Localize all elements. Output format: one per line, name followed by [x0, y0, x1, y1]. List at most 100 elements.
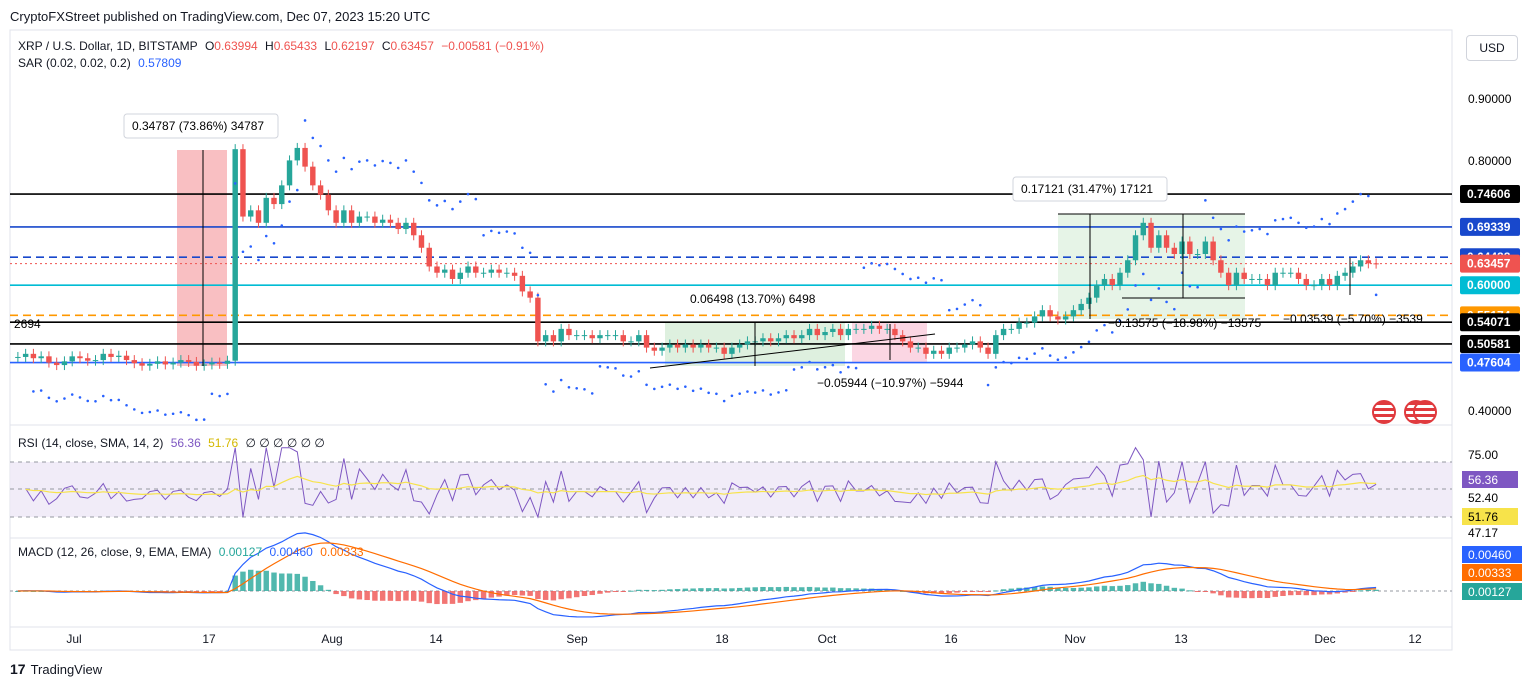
sar-dot — [1304, 226, 1308, 230]
candle-body — [232, 149, 238, 361]
macd-hist-bar — [504, 591, 510, 596]
candle-body — [682, 344, 689, 348]
macd-line-value: 0.00460 — [1468, 548, 1512, 562]
candle-body — [954, 347, 960, 349]
candle-body — [263, 197, 269, 223]
candle-body — [123, 355, 130, 361]
macd-hist-bar — [372, 591, 378, 601]
sar-dot — [924, 281, 928, 285]
sar-dot — [645, 383, 648, 387]
macd-hist-bar — [248, 569, 254, 591]
candle-body — [1319, 278, 1325, 286]
candle-body — [1202, 241, 1209, 254]
candle-body — [527, 291, 533, 298]
annotation-sep: 0.06498 (13.70%) 6498 — [690, 292, 816, 306]
macd-hist-bar — [480, 591, 487, 599]
macd-hist-bar — [1187, 590, 1193, 592]
macd-hist-bar — [403, 591, 409, 601]
candle-body — [379, 219, 386, 223]
sar-dot — [660, 385, 664, 389]
candle-body — [294, 147, 301, 161]
us-flag-icon-3[interactable] — [1413, 400, 1437, 424]
rsi-sma-legend-value: 51.76 — [208, 436, 239, 450]
sar-dot — [1095, 329, 1099, 332]
tradingview-logo[interactable]: 17 TradingView — [10, 661, 102, 677]
horizontal-levels — [10, 193, 1452, 364]
sar-dot — [396, 166, 400, 170]
candle-body — [310, 166, 316, 186]
sar-dot — [1374, 293, 1378, 297]
sar-dot — [78, 396, 82, 399]
macd-hist-bar — [387, 591, 394, 601]
candle-body — [46, 356, 52, 363]
macd-hist-bar — [1334, 591, 1341, 594]
sar-dot — [365, 159, 369, 162]
rsi-tick-47: 47.17 — [1468, 526, 1498, 540]
macd-hist-bar — [1031, 586, 1038, 591]
candle-body — [154, 361, 161, 364]
tradingview-logo-icon: 17 — [10, 661, 26, 677]
macd-hist-legend: 0.00127 — [218, 545, 263, 559]
macd-hist-bar — [232, 575, 238, 591]
macd-hist-bar — [185, 591, 192, 592]
level-tag-0 — [1460, 185, 1520, 204]
sar-dot — [280, 224, 284, 227]
sar-dot — [808, 360, 811, 364]
sar-dot — [947, 308, 951, 312]
candle-body — [1109, 278, 1115, 286]
macd-hist-bar — [612, 591, 619, 592]
macd-hist-bar — [1070, 587, 1077, 591]
sar-dot — [598, 365, 602, 368]
candle-body — [1156, 235, 1162, 248]
sar-value: 0.57809 — [138, 56, 182, 70]
sar-dot — [1343, 207, 1347, 211]
macd-hist-bar — [1109, 586, 1115, 591]
macd-hist-bar — [310, 580, 316, 591]
sar-dot — [249, 245, 253, 248]
sar-dot — [358, 160, 361, 163]
candle-body — [775, 338, 782, 342]
sar-dot — [156, 409, 159, 412]
candle-body — [1101, 278, 1108, 286]
candle-body — [915, 347, 921, 349]
sar-dot — [839, 371, 842, 374]
sar-dot — [233, 182, 237, 185]
macd-hist-bar — [1319, 591, 1325, 595]
candle-body — [628, 341, 634, 343]
sar-dot — [575, 386, 578, 390]
sar-dot — [404, 159, 408, 162]
sar-dot — [1041, 347, 1044, 350]
candle-body — [201, 364, 207, 366]
sar-dot — [319, 144, 322, 148]
x-tick-6: Oct — [818, 632, 837, 646]
candle-body — [1086, 297, 1092, 304]
candle-body — [480, 272, 487, 274]
macd-hist-bar — [768, 587, 774, 591]
sar-dot — [1297, 221, 1300, 225]
candle-body — [1062, 316, 1069, 320]
sar-dot — [544, 382, 547, 386]
sar-dot — [420, 181, 423, 185]
candle-body — [317, 185, 324, 195]
candle-body — [573, 335, 580, 337]
candle-body — [597, 335, 603, 339]
us-flag-icon[interactable] — [1372, 400, 1396, 424]
macd-hist-bar — [271, 572, 277, 591]
macd-hist-bar — [209, 591, 215, 592]
macd-hist-bar — [589, 591, 595, 596]
price-tick-090: 0.90000 — [1468, 92, 1512, 106]
sar-dot — [932, 277, 936, 280]
currency-button[interactable]: USD — [1466, 35, 1518, 61]
sar-dot — [1250, 228, 1254, 232]
candle-body — [931, 350, 937, 354]
candle-body — [581, 335, 588, 337]
sar-dot — [513, 232, 516, 235]
candle-body — [1365, 260, 1372, 264]
macd-hist-bar — [837, 588, 844, 591]
macd-hist-bar — [899, 590, 906, 592]
sar-dot — [1359, 192, 1362, 196]
macd-hist-bar — [884, 589, 890, 591]
candle-body — [923, 347, 929, 354]
candle-body — [178, 360, 184, 363]
